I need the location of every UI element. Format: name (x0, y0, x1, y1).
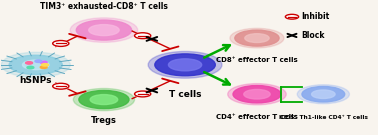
Circle shape (245, 34, 269, 43)
Circle shape (73, 88, 135, 111)
Circle shape (297, 85, 349, 104)
Text: CD8⁺ effector T cells: CD8⁺ effector T cells (216, 57, 298, 63)
Circle shape (79, 90, 129, 109)
Circle shape (53, 40, 69, 46)
Circle shape (89, 25, 119, 36)
Circle shape (27, 66, 34, 69)
Circle shape (155, 54, 215, 76)
Circle shape (22, 60, 49, 70)
Circle shape (148, 51, 222, 78)
Circle shape (90, 95, 118, 105)
Circle shape (169, 59, 202, 71)
Circle shape (70, 18, 138, 42)
Circle shape (285, 14, 299, 19)
Text: CD4⁺ effector T cells: CD4⁺ effector T cells (216, 114, 298, 120)
Circle shape (228, 84, 286, 105)
Text: T cells: T cells (169, 90, 201, 99)
Text: Block: Block (302, 31, 325, 40)
Circle shape (1, 52, 70, 77)
Circle shape (135, 33, 151, 39)
Circle shape (244, 90, 270, 99)
Circle shape (42, 64, 48, 66)
Circle shape (26, 62, 33, 64)
Text: Inhibit: Inhibit (302, 12, 330, 21)
Text: Tregs: Tregs (91, 117, 117, 125)
Text: ICOS⁺ Th1-like CD4⁺ T cells: ICOS⁺ Th1-like CD4⁺ T cells (279, 115, 368, 120)
Circle shape (9, 55, 62, 74)
Circle shape (302, 87, 345, 102)
Text: TIM3⁺ exhausted-CD8⁺ T cells: TIM3⁺ exhausted-CD8⁺ T cells (40, 2, 168, 11)
Circle shape (40, 66, 47, 68)
Circle shape (35, 60, 42, 62)
Circle shape (311, 90, 335, 99)
Circle shape (235, 30, 279, 46)
Circle shape (135, 91, 151, 97)
Circle shape (230, 28, 284, 48)
Circle shape (233, 86, 281, 103)
Circle shape (76, 20, 132, 40)
Circle shape (40, 61, 47, 64)
Text: hSNPs: hSNPs (20, 76, 52, 85)
Circle shape (53, 83, 69, 89)
